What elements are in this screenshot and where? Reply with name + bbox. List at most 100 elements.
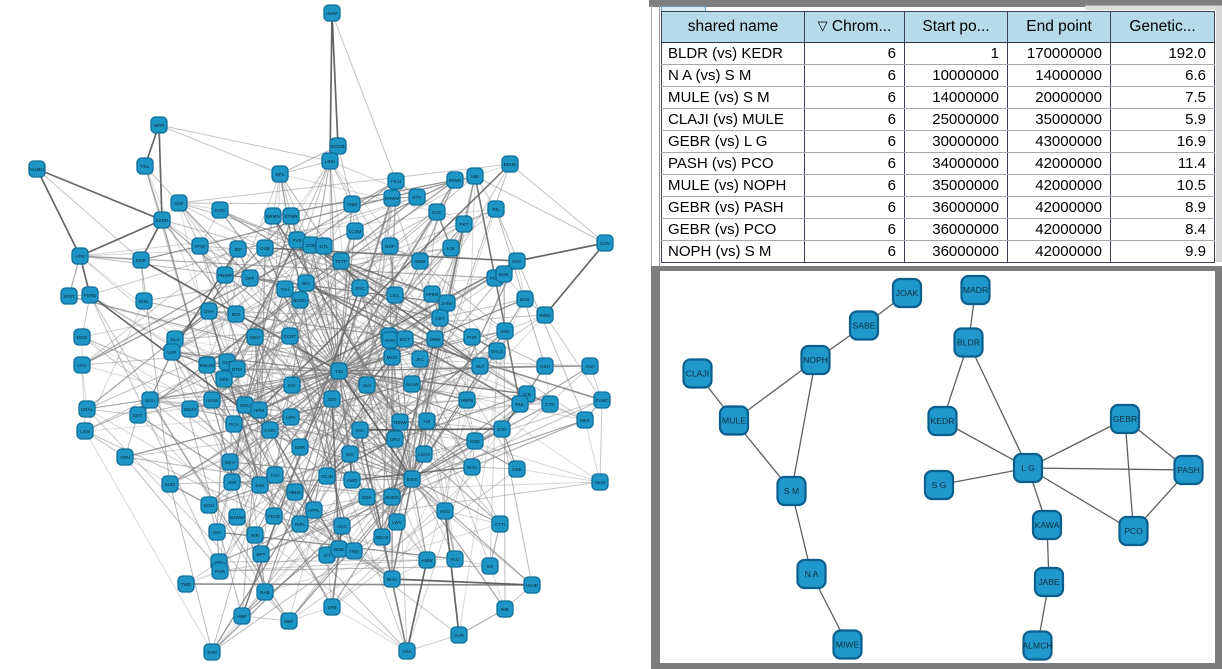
svg-text:JUTC: JUTC: [214, 208, 226, 213]
svg-text:KND: KND: [470, 439, 480, 444]
svg-text:HLM: HLM: [595, 480, 605, 485]
svg-text:SABE: SABE: [853, 321, 876, 331]
svg-text:GTL: GTL: [320, 244, 329, 249]
svg-text:ENUW: ENUW: [200, 363, 215, 368]
svg-text:TWD: TWD: [181, 582, 192, 587]
svg-text:VRN: VRN: [120, 455, 130, 460]
svg-text:IIO: IIO: [487, 564, 494, 569]
svg-text:DTM: DTM: [232, 367, 242, 372]
svg-text:KEDR: KEDR: [931, 416, 955, 426]
svg-text:GKE: GKE: [512, 467, 522, 472]
svg-text:LGV: LGV: [77, 363, 87, 368]
svg-text:IRWD: IRWD: [449, 178, 462, 183]
svg-text:FDAE: FDAE: [268, 514, 280, 519]
svg-text:NBI: NBI: [471, 174, 479, 179]
svg-text:BOSG: BOSG: [293, 298, 307, 303]
svg-text:RNL: RNL: [515, 402, 525, 407]
svg-text:KUMU: KUMU: [30, 167, 44, 172]
svg-text:AMW: AMW: [421, 558, 433, 563]
svg-text:CLAJI: CLAJI: [686, 369, 709, 379]
svg-text:JABE: JABE: [1038, 577, 1060, 587]
svg-text:VCJN: VCJN: [321, 474, 333, 479]
svg-text:HBHC: HBHC: [288, 490, 302, 495]
svg-text:TNM: TNM: [349, 549, 359, 554]
svg-text:TETP: TETP: [335, 259, 347, 264]
svg-text:CRAL: CRAL: [81, 407, 94, 412]
svg-text:KHN: KHN: [385, 338, 395, 343]
svg-text:ACG: ACG: [337, 524, 347, 529]
svg-text:TAH: TAH: [281, 287, 290, 292]
svg-text:MEV: MEV: [250, 335, 261, 340]
svg-text:LFI: LFI: [324, 553, 331, 558]
svg-text:ICB: ICB: [523, 392, 531, 397]
svg-text:EVMC: EVMC: [595, 398, 609, 403]
svg-text:OECK: OECK: [375, 535, 389, 540]
svg-text:IHC: IHC: [356, 428, 365, 433]
svg-text:NKE: NKE: [219, 377, 228, 382]
svg-text:GVR: GVR: [454, 633, 465, 638]
svg-text:JFOT: JFOT: [63, 294, 75, 299]
svg-text:ANA: ANA: [585, 364, 595, 369]
svg-text:GSH: GSH: [540, 364, 550, 369]
svg-text:DFO: DFO: [390, 437, 400, 442]
svg-text:VNM: VNM: [347, 202, 357, 207]
svg-text:FKJJ: FKJJ: [391, 179, 401, 184]
svg-text:DISL: DISL: [139, 299, 150, 304]
svg-text:IME: IME: [501, 607, 509, 612]
svg-text:KJK: KJK: [447, 246, 456, 251]
svg-text:MADR: MADR: [963, 285, 988, 295]
svg-text:FHR: FHR: [467, 335, 477, 340]
svg-text:ETV: ETV: [413, 195, 423, 200]
svg-text:PASH: PASH: [1177, 465, 1200, 475]
svg-text:CAIG: CAIG: [264, 428, 276, 433]
svg-text:TVV: TVV: [271, 473, 281, 478]
svg-text:JDG: JDG: [327, 397, 337, 402]
svg-text:BIH: BIH: [302, 281, 310, 286]
svg-text:ETMN: ETMN: [284, 214, 297, 219]
svg-text:GMJV: GMJV: [184, 407, 198, 412]
svg-text:S M: S M: [784, 486, 799, 496]
svg-text:MIWE: MIWE: [836, 640, 860, 650]
svg-text:PSRD: PSRD: [84, 293, 97, 298]
svg-text:DRW: DRW: [430, 337, 442, 342]
svg-text:BUU: BUU: [387, 577, 397, 582]
svg-text:NOPH: NOPH: [803, 355, 828, 365]
svg-text:AKD: AKD: [500, 329, 510, 334]
svg-text:UJAW: UJAW: [206, 398, 220, 403]
svg-text:KLJ: KLJ: [171, 337, 179, 342]
svg-text:LICL: LICL: [390, 293, 400, 298]
svg-text:LCSM: LCSM: [349, 229, 362, 234]
svg-text:RWO: RWO: [539, 313, 551, 318]
svg-text:SPB: SPB: [327, 605, 336, 610]
svg-text:POR: POR: [215, 569, 226, 574]
svg-text:ERMN: ERMN: [266, 214, 280, 219]
svg-text:EGGB: EGGB: [331, 144, 344, 149]
svg-text:JHNV: JHNV: [441, 301, 454, 306]
svg-text:HPM: HPM: [254, 408, 264, 413]
svg-text:BJWW: BJWW: [230, 515, 245, 520]
svg-text:MKK: MKK: [580, 418, 591, 423]
svg-text:AKAW: AKAW: [405, 382, 419, 387]
svg-text:NGE: NGE: [499, 272, 509, 277]
svg-text:MCO: MCO: [387, 355, 398, 360]
svg-text:DFL: DFL: [276, 172, 285, 177]
svg-text:RAB: RAB: [260, 590, 269, 595]
svg-text:JEF: JEF: [234, 247, 242, 252]
svg-text:HEG: HEG: [440, 509, 450, 514]
svg-text:KICT: KICT: [400, 337, 411, 342]
svg-text:IVC: IVC: [288, 383, 296, 388]
svg-text:RIL: RIL: [492, 207, 500, 212]
svg-text:SLV: SLV: [363, 383, 372, 388]
svg-text:CTD: CTD: [545, 402, 555, 407]
svg-text:BWJI: BWJI: [407, 477, 418, 482]
svg-text:SUEI: SUEI: [165, 482, 176, 487]
svg-text:OUB: OUB: [260, 246, 270, 251]
svg-text:PVS: PVS: [292, 238, 301, 243]
svg-text:KAWA: KAWA: [1035, 520, 1060, 530]
svg-text:BOB: BOB: [334, 547, 344, 552]
svg-text:TDL: TDL: [141, 164, 150, 169]
svg-text:ITV: ITV: [215, 560, 223, 565]
svg-text:NIR: NIR: [251, 533, 260, 538]
svg-text:DAG: DAG: [520, 297, 530, 302]
svg-text:WJU: WJU: [467, 465, 477, 470]
